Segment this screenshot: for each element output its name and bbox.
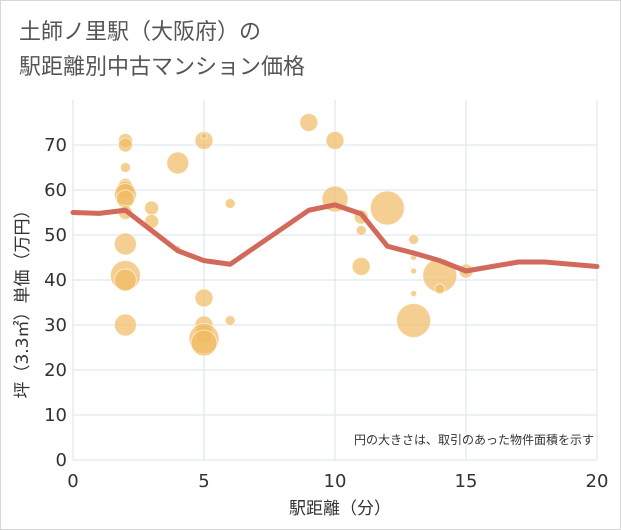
- data-bubble: [224, 198, 236, 209]
- data-bubble: [113, 268, 137, 292]
- data-bubble: [224, 315, 236, 326]
- data-bubble: [194, 288, 214, 308]
- y-axis-title: 坪（3.3㎡）単価（万円）: [13, 201, 33, 398]
- chart-title-line-1: 土師ノ里駅（大阪府）の: [19, 20, 262, 45]
- chart-title-line-2: 駅距離別中古マンション価格: [19, 55, 306, 80]
- data-bubble: [325, 131, 345, 150]
- y-tick-label: 20: [44, 360, 67, 381]
- x-tick-label: 15: [455, 471, 478, 492]
- data-bubble: [113, 232, 137, 256]
- average-price-line: [70, 202, 600, 274]
- data-bubble: [144, 200, 160, 216]
- data-bubble: [408, 234, 420, 245]
- data-bubble: [355, 225, 367, 236]
- size-legend-note: 円の大きさは、取引のあった物件面積を示す: [354, 432, 594, 447]
- data-bubble: [117, 137, 133, 153]
- data-bubble: [351, 257, 371, 276]
- x-axis-title: 駅距離（分）: [289, 499, 391, 519]
- data-bubble: [410, 290, 418, 297]
- y-tick-label: 10: [44, 405, 67, 426]
- data-bubble: [190, 329, 218, 357]
- x-tick-label: 20: [586, 471, 609, 492]
- y-tick-label: 0: [56, 450, 67, 471]
- data-bubble: [166, 151, 190, 175]
- data-bubble: [194, 131, 214, 150]
- data-bubble: [410, 267, 418, 275]
- data-bubble: [200, 132, 208, 140]
- y-tick-label: 50: [44, 225, 67, 246]
- y-tick-label: 60: [44, 180, 67, 201]
- x-tick-label: 10: [324, 471, 347, 492]
- y-tick-label: 30: [44, 315, 67, 336]
- data-bubble: [369, 190, 405, 226]
- data-bubble: [113, 313, 137, 337]
- data-bubble: [434, 283, 446, 295]
- x-tick-label: 5: [198, 471, 209, 492]
- data-bubble: [119, 162, 131, 173]
- data-bubble: [299, 113, 319, 132]
- y-tick-label: 70: [44, 135, 67, 156]
- y-tick-label: 40: [44, 270, 67, 291]
- x-tick-label: 0: [67, 471, 78, 492]
- axis-tick-labels: 0 10 20 30 40 50 60 70 0 5 10 15 20: [44, 135, 608, 492]
- grid-lines: [72, 100, 598, 461]
- data-bubble: [396, 303, 432, 338]
- chart-title: 土師ノ里駅（大阪府）の 駅距離別中古マンション価格: [19, 15, 305, 85]
- average-line-layer: [70, 202, 600, 274]
